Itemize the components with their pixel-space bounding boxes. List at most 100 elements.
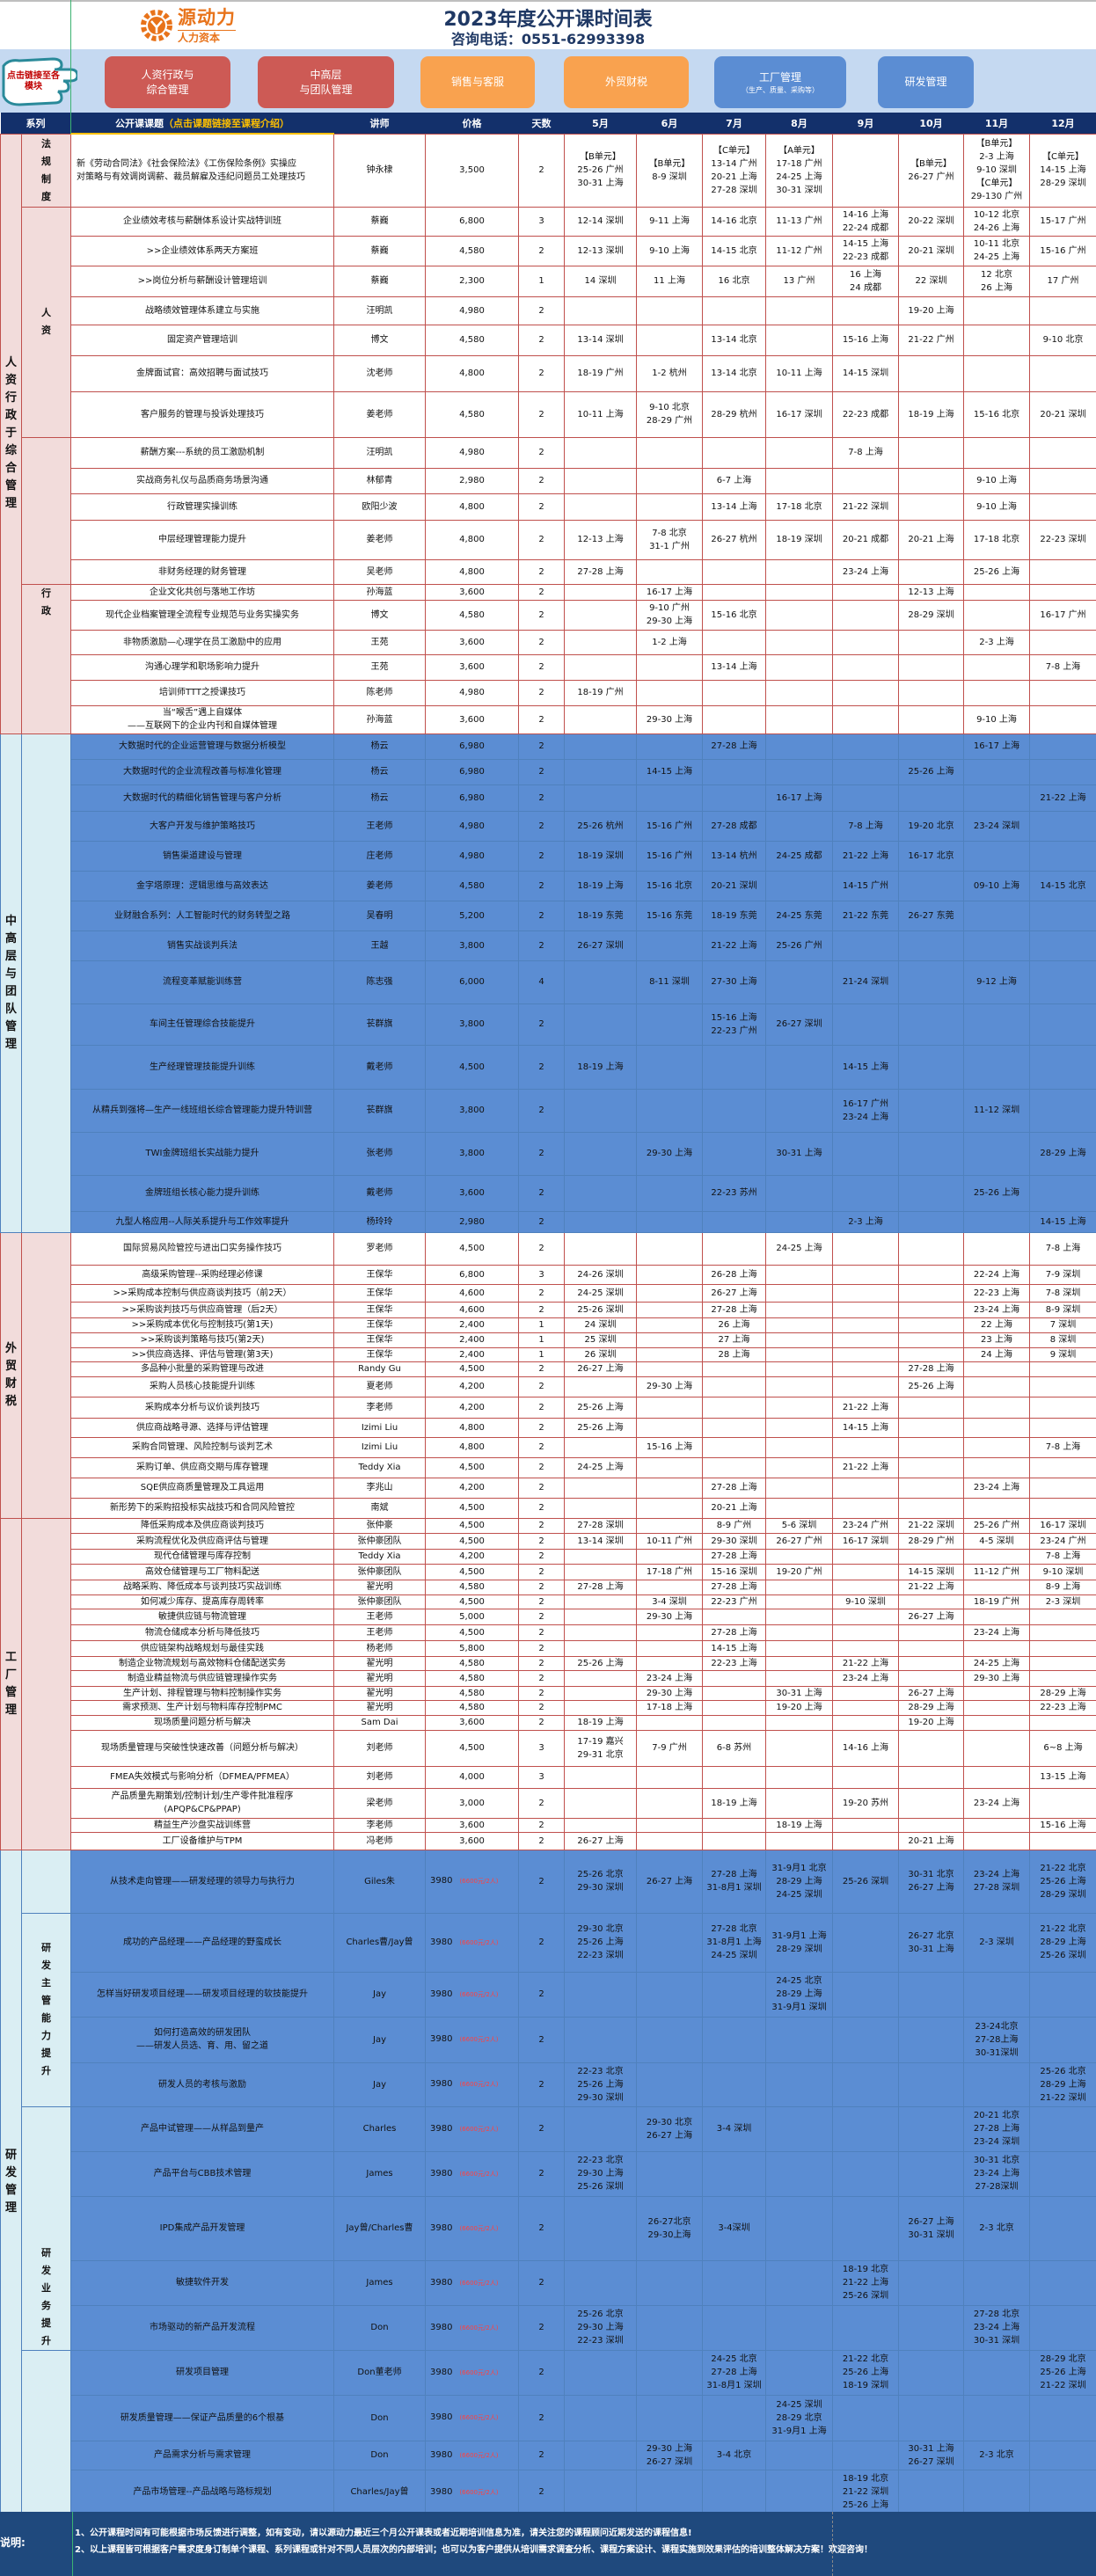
course-title-link[interactable]: 需求预测、生产计划与物料库存控制PMC: [70, 1699, 334, 1716]
schedule-cell: [963, 324, 1030, 356]
course-title-link[interactable]: 采购订单、供应商交期与库存管理: [70, 1456, 334, 1478]
course-title-link[interactable]: 供应商战略寻源、选择与评估管理: [70, 1417, 334, 1438]
course-title-link[interactable]: 从精兵到强将—生产一线班组长综合管理能力提升特训营: [70, 1088, 334, 1133]
course-title-link[interactable]: 制造业精益物流与供应链管理操作实务: [70, 1669, 334, 1687]
nav-button-trade-finance[interactable]: 外贸财税: [564, 56, 689, 108]
course-title-link[interactable]: 现场质量管理与突破性快速改善（问题分析与解决）: [70, 1729, 334, 1767]
course-title-link[interactable]: 当“喉舌”遇上自媒体 ——互联网下的企业内刊和自媒体管理: [70, 704, 334, 734]
course-title-link[interactable]: 采购人员核心技能提升训练: [70, 1376, 334, 1397]
course-title-link[interactable]: 企业绩效考核与薪酬体系设计实战特训班: [70, 206, 334, 237]
course-title-link[interactable]: 九型人格应用--人际关系提升与工作效率提升: [70, 1210, 334, 1233]
course-title-link[interactable]: 销售渠道建设与管理: [70, 840, 334, 872]
course-title-link[interactable]: 大数据时代的精细化销售管理与客户分析: [70, 784, 334, 812]
course-title-link[interactable]: 中层经理管理能力提升: [70, 519, 334, 560]
nav-button-factory-management[interactable]: 工厂管理 （生产、质量、采购等）: [714, 56, 846, 108]
course-title-link[interactable]: 大客户开发与维护策略技巧: [70, 810, 334, 842]
course-title-link[interactable]: 敏捷供应链与物流管理: [70, 1608, 334, 1625]
nav-button-hr-admin[interactable]: 人资行政与 综合管理: [105, 56, 230, 108]
course-title-link[interactable]: 产品平台与CBB技术管理: [70, 2150, 334, 2197]
schedule-cell: [765, 704, 833, 734]
course-title-link[interactable]: TWI金牌班组长实战能力提升: [70, 1131, 334, 1176]
course-title-link[interactable]: 金字塔原理：逻辑思维与高效表达: [70, 870, 334, 901]
course-title-link[interactable]: 战略绩效管理体系建立与实施: [70, 296, 334, 325]
top-border: [0, 0, 1096, 2]
course-title-link[interactable]: 研发人员的考核与激励: [70, 2062, 334, 2107]
course-title-link[interactable]: 产品中试管理——从样品到量产: [70, 2105, 334, 2152]
course-title-link[interactable]: >>采购成本优化与控制技巧(第1天): [70, 1317, 334, 1333]
schedule-cell: [963, 1608, 1030, 1625]
teacher: 翟光明: [333, 1699, 426, 1716]
course-title-link[interactable]: 产品质量先期策划/控制计划/生产零件批准程序 (APQP&CP&PPAP): [70, 1787, 334, 1819]
course-title-link[interactable]: >>供应商选择、评估与管理(第3天): [70, 1346, 334, 1362]
course-title-link[interactable]: 产品市场管理--产品战略与路标规划: [70, 2469, 334, 2515]
nav-button-rd-management[interactable]: 研发管理: [878, 56, 974, 108]
course-title-link[interactable]: 沟通心理学和职场影响力提升: [70, 653, 334, 681]
schedule-cell: [898, 1497, 964, 1519]
course-title-link[interactable]: 采购合同管理、风险控制与谈判艺术: [70, 1436, 334, 1458]
course-title-link[interactable]: 敏捷软件开发: [70, 2259, 334, 2306]
course-title-link[interactable]: 战略采购、降低成本与谈判技巧实战训练: [70, 1579, 334, 1595]
course-title-link[interactable]: 固定资产管理培训: [70, 324, 334, 356]
course-title-link[interactable]: 研发质量管理——保证产品质量的6个根基: [70, 2394, 334, 2441]
course-title-link[interactable]: 销售实战谈判兵法: [70, 930, 334, 961]
course-title-link[interactable]: >>企业绩效体系两天方案班: [70, 235, 334, 266]
course-title-link[interactable]: 行政管理实操训练: [70, 493, 334, 521]
course-title-link[interactable]: 生产经理管理技能提升训练: [70, 1044, 334, 1090]
course-title-link[interactable]: 新形势下的采购招投标实战技巧和合同风险管控: [70, 1497, 334, 1519]
course-title-link[interactable]: 产品需求分析与需求管理: [70, 2440, 334, 2470]
course-title-link[interactable]: 客户服务的管理与投诉处理技巧: [70, 390, 334, 438]
course-title-link[interactable]: 降低采购成本及供应商谈判技巧: [70, 1517, 334, 1534]
course-title-link[interactable]: 流程变革赋能训练营: [70, 960, 334, 1004]
course-title-link[interactable]: 现代企业档案管理全流程专业规范与业务实操实务: [70, 599, 334, 631]
course-title-link[interactable]: 如何减少库存、提高库存周转率: [70, 1594, 334, 1609]
course-title-link[interactable]: 业财融合系列：人工智能时代的财务转型之路: [70, 900, 334, 931]
course-title-link[interactable]: 精益生产沙盘实战训练营: [70, 1817, 334, 1833]
nav-button-sales-service[interactable]: 销售与客服: [420, 56, 535, 108]
course-title-link[interactable]: 非财务经理的财务管理: [70, 558, 334, 585]
course-title-link[interactable]: 金牌面试官：高效招聘与面试技巧: [70, 354, 334, 392]
course-row: 市场驱动的新产品开发流程 Don 3980 (6600元/2人) 2 25-26 北京 2…: [0, 2304, 1096, 2351]
course-title-link[interactable]: 研发项目管理: [70, 2349, 334, 2396]
course-title-link[interactable]: >>岗位分析与薪酬设计管理培训: [70, 265, 334, 297]
course-title-link[interactable]: 供应链架构战略规划与最佳实践: [70, 1639, 334, 1657]
price: 4,980: [425, 296, 519, 325]
course-title-link[interactable]: 市场驱动的新产品开发流程: [70, 2304, 334, 2351]
course-title-link[interactable]: 培训师TTT之授课技巧: [70, 679, 334, 706]
course-title-link[interactable]: >>采购谈判技巧与供应商管理（后2天）: [70, 1301, 334, 1318]
course-row: 研发人员的考核与激励 Jay 3980 (6600元/2人) 2 22-23 北京 25-…: [0, 2062, 1096, 2107]
course-title-link[interactable]: 多品种小批量的采购管理与改进: [70, 1361, 334, 1377]
course-title-link[interactable]: 高级采购管理--采购经理必修课: [70, 1264, 334, 1285]
course-title-link[interactable]: 工厂设备维护与TPM: [70, 1831, 334, 1850]
course-title-link[interactable]: 新《劳动合同法》《社会保险法》《工伤保险条例》实操应 对策略与有效调岗调薪、裁员…: [70, 133, 334, 208]
course-title-link[interactable]: IPD集成产品开发管理: [70, 2195, 334, 2261]
schedule-cell: 27 上海: [702, 1332, 766, 1348]
course-title-link[interactable]: 成功的产品经理——产品经理的野蛮成长: [70, 1912, 334, 1973]
course-title-link[interactable]: 现代仓储管理与库存控制: [70, 1548, 334, 1565]
course-title-link[interactable]: 从技术走向管理——研发经理的领导力与执行力: [70, 1849, 334, 1914]
course-title-link[interactable]: 现场质量问题分析与解决: [70, 1714, 334, 1731]
course-title-link[interactable]: 实战商务礼仪与品质商务场景沟通: [70, 467, 334, 494]
course-title-link[interactable]: 采购成本分析与议价谈判技巧: [70, 1396, 334, 1419]
course-title-link[interactable]: 车间主任管理综合技能提升: [70, 1003, 334, 1046]
course-title-link[interactable]: FMEA失效模式与影响分析（DFMEA/PFMEA）: [70, 1765, 334, 1789]
course-title-link[interactable]: 国际贸易风险管控与进出口实务操作技巧: [70, 1231, 334, 1266]
course-title-link[interactable]: 高效仓储管理与工厂物料配送: [70, 1563, 334, 1580]
course-title-link[interactable]: 采购流程优化及供应商评估与管理: [70, 1532, 334, 1550]
schedule-cell: [832, 1436, 899, 1458]
nav-button-middle-management[interactable]: 中高层 与团队管理: [258, 56, 394, 108]
teacher: 张老师: [333, 1131, 426, 1176]
course-title-link[interactable]: >>采购成本控制与供应商谈判技巧（前2天）: [70, 1283, 334, 1303]
course-title-link[interactable]: 薪酬方案---系统的员工激励机制: [70, 436, 334, 469]
course-title-link[interactable]: 生产计划、排程管理与物料控制操作实务: [70, 1685, 334, 1701]
course-title-link[interactable]: 制造企业物流规划与高效物料仓储配送实务: [70, 1655, 334, 1671]
course-title-link[interactable]: 企业文化共创与落地工作坊: [70, 583, 334, 601]
course-title-link[interactable]: SQE供应商质量管理及工具运用: [70, 1477, 334, 1499]
course-title-link[interactable]: 如何打造高效的研发团队 ——研发人员选、育、用、留之道: [70, 2016, 334, 2063]
course-title-link[interactable]: 怎样当好研发项目经理——研发项目经理的软技能提升: [70, 1971, 334, 2018]
course-title-link[interactable]: 大数据时代的企业流程改善与标准化管理: [70, 758, 334, 785]
course-title-link[interactable]: 金牌班组长核心能力提升训练: [70, 1174, 334, 1212]
course-title-link[interactable]: 大数据时代的企业运营管理与数据分析模型: [70, 733, 334, 760]
course-title-link[interactable]: 物流仓储成本分析与降低技巧: [70, 1624, 334, 1641]
course-title-link[interactable]: >>采购谈判策略与技巧(第2天): [70, 1332, 334, 1348]
course-title-link[interactable]: 非物质激励—心理学在员工激励中的应用: [70, 629, 334, 655]
